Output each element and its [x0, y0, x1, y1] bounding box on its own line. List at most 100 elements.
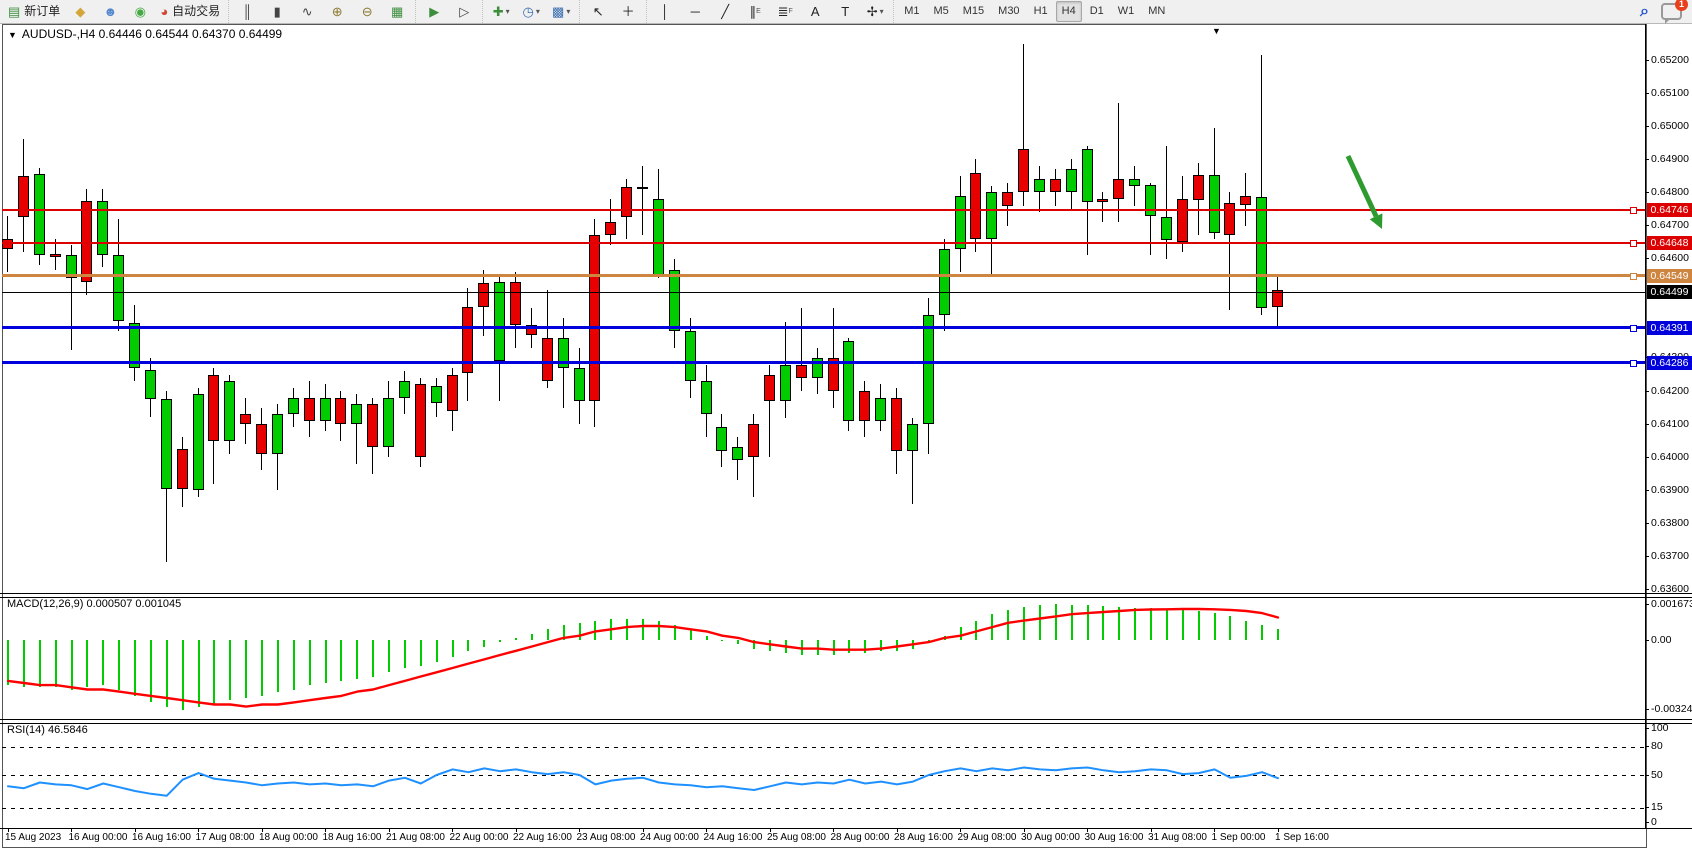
candle[interactable] — [288, 397, 299, 415]
price-axis-tick[interactable] — [1645, 522, 1649, 524]
timeframe-button-m15[interactable]: M15 — [962, 5, 985, 17]
macd-histogram-bar[interactable] — [928, 640, 930, 643]
macd-histogram-bar[interactable] — [848, 640, 850, 653]
price-badge[interactable]: 0.64549 — [1647, 268, 1692, 283]
candle[interactable] — [208, 374, 219, 441]
rsi-level-80[interactable] — [2, 746, 1645, 748]
candle[interactable] — [351, 404, 362, 425]
hline-handle[interactable] — [1630, 239, 1637, 247]
macd-histogram-bar[interactable] — [563, 625, 565, 640]
hline-0.64391[interactable] — [2, 326, 1645, 330]
macd-histogram-bar[interactable] — [912, 640, 914, 649]
candle[interactable] — [859, 391, 870, 421]
community-icon-button[interactable]: ☻ — [96, 1, 124, 22]
candle[interactable] — [828, 357, 839, 391]
candle[interactable] — [66, 255, 77, 279]
hline-handle[interactable] — [1630, 272, 1637, 280]
candle[interactable] — [701, 381, 712, 415]
price-axis-tick[interactable] — [1645, 556, 1649, 557]
macd-histogram-bar[interactable] — [610, 618, 612, 640]
time-axis-line[interactable] — [0, 828, 1692, 829]
macd-histogram-bar[interactable] — [372, 640, 374, 677]
price-axis-tick[interactable] — [1645, 191, 1649, 193]
price-axis-label[interactable]: 0.64600 — [1651, 252, 1689, 265]
candle[interactable] — [431, 386, 442, 403]
macd-histogram-bar[interactable] — [1118, 607, 1120, 640]
time-axis-tick[interactable] — [515, 828, 517, 832]
macd-histogram-bar[interactable] — [1007, 609, 1009, 640]
rsi-axis-tick[interactable] — [1645, 807, 1649, 809]
price-axis-tick[interactable] — [1645, 59, 1649, 61]
macd-histogram-bar[interactable] — [309, 640, 311, 686]
time-axis-tick[interactable] — [1023, 828, 1025, 832]
indicators-icon-button[interactable]: ✚ ▾ — [487, 1, 515, 22]
candle[interactable] — [589, 235, 600, 401]
macd-histogram-bar[interactable] — [674, 625, 676, 640]
new-order-button[interactable]: ▤ 新订单 — [4, 1, 64, 22]
price-axis-label[interactable]: 0.65200 — [1651, 53, 1689, 66]
candle[interactable] — [383, 397, 394, 448]
zoom-out-icon-button[interactable]: ⊖ — [353, 1, 381, 22]
candle[interactable] — [1082, 149, 1093, 203]
chevron-down-icon[interactable]: ▾ — [879, 7, 884, 16]
chart-shift-marker-icon[interactable]: ▼ — [1212, 26, 1221, 36]
candle[interactable] — [1066, 169, 1077, 193]
candle[interactable] — [907, 424, 918, 451]
price-axis-tick[interactable] — [1645, 390, 1649, 392]
candle[interactable] — [415, 384, 426, 458]
macd-histogram-bar[interactable] — [864, 640, 866, 653]
macd-histogram-bar[interactable] — [1023, 606, 1025, 640]
candle[interactable] — [542, 338, 553, 381]
macd-histogram-bar[interactable] — [166, 640, 168, 707]
price-axis-label[interactable]: 0.65100 — [1651, 86, 1689, 99]
time-axis-label[interactable]: 18 Aug 00:00 — [259, 832, 318, 843]
macd-histogram-bar[interactable] — [7, 640, 9, 686]
time-axis-tick[interactable] — [1277, 828, 1279, 832]
fibonacci-icon-button[interactable]: ≣ F — [771, 1, 799, 22]
chat-icon[interactable]: 1 — [1661, 0, 1688, 24]
candle[interactable] — [320, 397, 331, 421]
macd-histogram-bar[interactable] — [1055, 604, 1057, 640]
candle[interactable] — [34, 174, 45, 256]
chevron-down-icon[interactable]: ▾ — [566, 7, 571, 16]
time-axis-tick[interactable] — [388, 828, 390, 832]
candle[interactable] — [494, 281, 505, 362]
candle-wick[interactable] — [1118, 103, 1119, 223]
price-badge[interactable]: 0.64391 — [1647, 320, 1692, 335]
macd-histogram-bar[interactable] — [277, 640, 279, 692]
chart-window[interactable] — [2, 24, 1647, 848]
pane-splitter[interactable] — [0, 719, 1692, 720]
macd-histogram-bar[interactable] — [1245, 620, 1247, 640]
time-axis-label[interactable]: 31 Aug 08:00 — [1148, 832, 1207, 843]
candle[interactable] — [304, 397, 315, 421]
candle[interactable] — [50, 253, 61, 257]
candle[interactable] — [875, 397, 886, 421]
macd-histogram-bar[interactable] — [499, 640, 501, 643]
current-price-badge[interactable]: 0.64499 — [1647, 285, 1692, 299]
candle[interactable] — [193, 394, 204, 491]
price-axis-tick[interactable] — [1645, 92, 1649, 94]
candle-wick[interactable] — [1166, 146, 1167, 259]
candle[interactable] — [574, 367, 585, 401]
macd-histogram-bar[interactable] — [785, 640, 787, 653]
candle-wick[interactable] — [1023, 43, 1024, 206]
candle[interactable] — [224, 381, 235, 441]
time-axis-label[interactable]: 29 Aug 08:00 — [957, 832, 1017, 843]
candle[interactable] — [18, 175, 29, 218]
timeframe-button-d1[interactable]: D1 — [1089, 5, 1104, 17]
macd-histogram-bar[interactable] — [721, 640, 723, 641]
candle[interactable] — [939, 248, 950, 315]
rsi-axis-tick[interactable] — [1645, 727, 1649, 729]
candle[interactable] — [447, 374, 458, 411]
candle[interactable] — [272, 414, 283, 454]
price-axis-label[interactable]: 0.64800 — [1651, 185, 1689, 198]
timeframe-button-m5[interactable]: M5 — [933, 5, 949, 17]
trendline-icon-button[interactable]: ╱ — [711, 1, 739, 22]
macd-histogram-bar[interactable] — [71, 640, 73, 690]
macd-histogram-bar[interactable] — [944, 635, 946, 640]
macd-histogram-bar[interactable] — [452, 640, 454, 658]
candle[interactable] — [796, 364, 807, 378]
macd-histogram-bar[interactable] — [229, 640, 231, 701]
candle[interactable] — [1193, 174, 1204, 201]
time-axis-label[interactable]: 22 Aug 16:00 — [513, 832, 572, 843]
